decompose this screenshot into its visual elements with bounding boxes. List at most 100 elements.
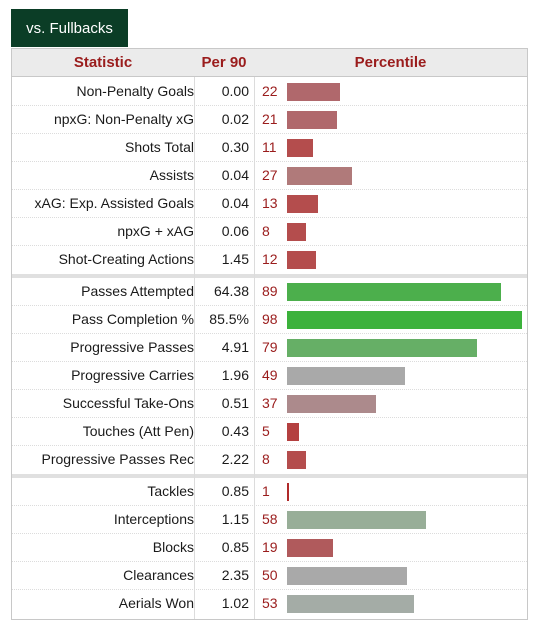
per90-value: 1.96 bbox=[221, 367, 249, 383]
table-row: Passes Attempted 64.38 89 bbox=[12, 278, 527, 306]
percentile-value: 58 bbox=[262, 511, 278, 527]
table-row: Blocks 0.85 19 bbox=[12, 534, 527, 562]
percentile-value: 8 bbox=[262, 223, 270, 239]
table-row: Shots Total 0.30 11 bbox=[12, 134, 527, 162]
table-row: npxG + xAG 0.06 8 bbox=[12, 218, 527, 246]
per90-value: 1.15 bbox=[221, 511, 249, 527]
percentile-value: 12 bbox=[262, 251, 278, 267]
statistic-name[interactable]: Progressive Carries bbox=[71, 367, 194, 383]
percentile-value: 27 bbox=[262, 167, 278, 183]
column-header-percentile[interactable]: Percentile bbox=[354, 54, 427, 71]
statistic-name[interactable]: Assists bbox=[149, 167, 194, 183]
percentile-bar bbox=[287, 339, 477, 357]
statistic-name[interactable]: Blocks bbox=[152, 539, 194, 555]
per90-value: 0.85 bbox=[221, 539, 249, 555]
per90-value: 0.85 bbox=[221, 483, 249, 499]
per90-value: 85.5% bbox=[209, 311, 249, 327]
percentile-value: 8 bbox=[262, 451, 270, 467]
percentile-bar bbox=[287, 83, 340, 101]
percentile-value: 53 bbox=[262, 595, 278, 611]
table-row: Progressive Passes 4.91 79 bbox=[12, 334, 527, 362]
per90-value: 0.06 bbox=[221, 223, 249, 239]
table-row: Progressive Passes Rec 2.22 8 bbox=[12, 446, 527, 474]
percentile-bar bbox=[287, 251, 316, 269]
per90-value: 0.04 bbox=[221, 167, 249, 183]
percentile-table: Statistic Per 90 Percentile Non-Penalty … bbox=[11, 48, 528, 620]
per90-value: 0.04 bbox=[221, 195, 249, 211]
statistic-name[interactable]: Clearances bbox=[123, 567, 194, 583]
table-row: xAG: Exp. Assisted Goals 0.04 13 bbox=[12, 190, 527, 218]
table-row: Touches (Att Pen) 0.43 5 bbox=[12, 418, 527, 446]
per90-value: 0.30 bbox=[221, 139, 249, 155]
per90-value: 1.45 bbox=[221, 251, 249, 267]
statistic-name[interactable]: Successful Take-Ons bbox=[62, 395, 194, 411]
per90-value: 4.91 bbox=[221, 339, 249, 355]
percentile-bar bbox=[287, 167, 352, 185]
statistic-name[interactable]: npxG: Non-Penalty xG bbox=[53, 111, 194, 127]
statistic-name[interactable]: Progressive Passes bbox=[70, 339, 194, 355]
percentile-bar bbox=[287, 539, 333, 557]
percentile-bar bbox=[287, 195, 318, 213]
percentile-value: 89 bbox=[262, 283, 278, 299]
table-row: Tackles 0.85 1 bbox=[12, 478, 527, 506]
table-row: Clearances 2.35 50 bbox=[12, 562, 527, 590]
percentile-value: 49 bbox=[262, 367, 278, 383]
percentile-value: 19 bbox=[262, 539, 278, 555]
statistic-name[interactable]: Pass Completion % bbox=[71, 311, 194, 327]
percentile-bar bbox=[287, 483, 289, 501]
percentile-value: 1 bbox=[262, 483, 270, 499]
statistic-name[interactable]: Progressive Passes Rec bbox=[41, 451, 194, 467]
percentile-bar bbox=[287, 111, 337, 129]
table-header: Statistic Per 90 Percentile bbox=[12, 49, 527, 77]
per90-value: 0.43 bbox=[221, 423, 249, 439]
percentile-bar bbox=[287, 451, 306, 469]
per90-value: 2.35 bbox=[221, 567, 249, 583]
percentile-value: 98 bbox=[262, 311, 278, 327]
statistic-name[interactable]: Touches (Att Pen) bbox=[82, 423, 194, 439]
per90-value: 64.38 bbox=[213, 283, 249, 299]
table-row: Non-Penalty Goals 0.00 22 bbox=[12, 78, 527, 106]
table-row: npxG: Non-Penalty xG 0.02 21 bbox=[12, 106, 527, 134]
per90-value: 0.00 bbox=[221, 83, 249, 99]
per90-value: 0.02 bbox=[221, 111, 249, 127]
group-separator bbox=[12, 474, 527, 478]
table-row: Shot-Creating Actions 1.45 12 bbox=[12, 246, 527, 274]
column-divider bbox=[254, 77, 255, 619]
statistic-name[interactable]: Non-Penalty Goals bbox=[76, 83, 194, 99]
percentile-value: 79 bbox=[262, 339, 278, 355]
per90-value: 0.51 bbox=[221, 395, 249, 411]
statistic-name[interactable]: xAG: Exp. Assisted Goals bbox=[34, 195, 194, 211]
statistic-name[interactable]: Shot-Creating Actions bbox=[58, 251, 194, 267]
percentile-value: 50 bbox=[262, 567, 278, 583]
percentile-bar bbox=[287, 367, 405, 385]
column-header-statistic[interactable]: Statistic bbox=[73, 54, 133, 71]
percentile-bar bbox=[287, 311, 522, 329]
percentile-bar bbox=[287, 567, 407, 585]
percentile-value: 13 bbox=[262, 195, 278, 211]
table-row: Successful Take-Ons 0.51 37 bbox=[12, 390, 527, 418]
percentile-bar bbox=[287, 511, 426, 529]
table-row: Assists 0.04 27 bbox=[12, 162, 527, 190]
percentile-bar bbox=[287, 595, 414, 613]
percentile-bar bbox=[287, 423, 299, 441]
percentile-bar bbox=[287, 139, 313, 157]
statistic-name[interactable]: Interceptions bbox=[113, 511, 194, 527]
table-row: Interceptions 1.15 58 bbox=[12, 506, 527, 534]
table-row: Progressive Carries 1.96 49 bbox=[12, 362, 527, 390]
table-row: Pass Completion % 85.5% 98 bbox=[12, 306, 527, 334]
group-separator bbox=[12, 274, 527, 278]
table-row: Aerials Won 1.02 53 bbox=[12, 590, 527, 618]
statistic-name[interactable]: Tackles bbox=[147, 483, 194, 499]
percentile-bar bbox=[287, 223, 306, 241]
statistic-name[interactable]: npxG + xAG bbox=[117, 223, 194, 239]
statistic-name[interactable]: Shots Total bbox=[124, 139, 194, 155]
column-header-per90[interactable]: Per 90 bbox=[201, 54, 247, 71]
percentile-bar bbox=[287, 283, 501, 301]
statistic-name[interactable]: Aerials Won bbox=[118, 595, 194, 611]
tab-vs-fullbacks[interactable]: vs. Fullbacks bbox=[11, 9, 128, 47]
percentile-value: 5 bbox=[262, 423, 270, 439]
statistic-name[interactable]: Passes Attempted bbox=[81, 283, 194, 299]
percentile-value: 22 bbox=[262, 83, 278, 99]
percentile-value: 21 bbox=[262, 111, 278, 127]
per90-value: 2.22 bbox=[221, 451, 249, 467]
